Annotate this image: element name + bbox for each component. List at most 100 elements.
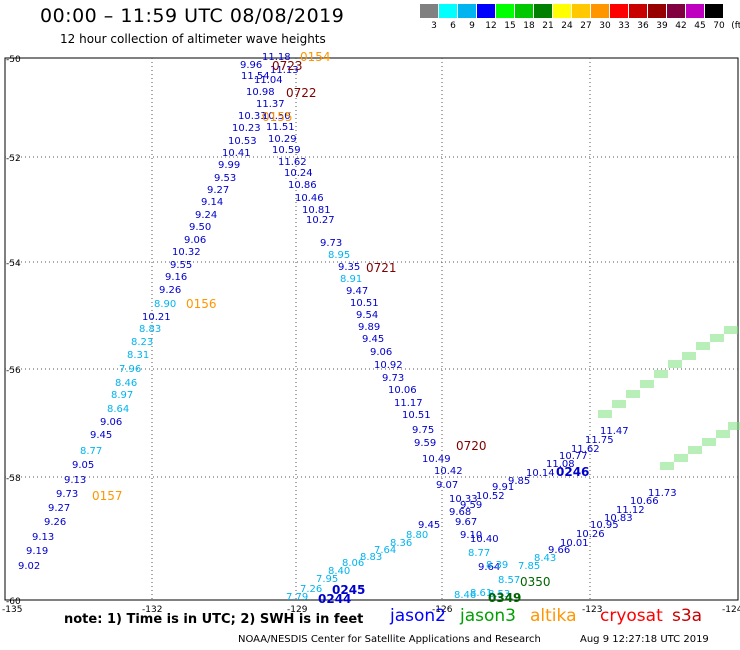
swh-value-label: 11.62 [571,444,600,455]
color-scale-label: (ft) [731,21,740,31]
color-scale-label: 45 [694,21,706,31]
pass-time-label: 0246 [556,465,589,479]
swh-value-label: 10.59 [272,145,301,156]
swh-value-label: 9.91 [492,482,514,493]
color-scale-label: 3 [431,21,437,31]
swh-value-label: 9.73 [56,489,78,500]
swh-value-label: 10.86 [288,180,317,191]
swh-value-label: 10.51 [350,298,379,309]
page-title: 00:00 – 11:59 UTC 08/08/2019 [40,5,345,27]
lon-tick-label: -129 [287,605,308,615]
swh-value-label: 11.18 [262,52,291,63]
color-scale-label: 6 [450,21,456,31]
color-scale-label: 42 [675,21,687,31]
swh-value-label: 9.53 [214,173,236,184]
color-scale-swatch [420,4,438,18]
swh-value-label: 10.01 [560,538,589,549]
swh-value-label: 9.06 [184,235,206,246]
swh-value-label: 8.06 [342,558,364,569]
swh-value-label: 9.64 [478,562,500,573]
credit-text: NOAA/NESDIS Center for Satellite Applica… [238,634,541,645]
swh-value-label: 10.52 [476,491,505,502]
swh-value-label: 8.77 [80,446,102,457]
swh-value-label: 9.99 [218,160,240,171]
swh-value-label: 7.79 [286,592,308,603]
swh-value-label: 10.50 [262,111,291,122]
swh-value-label: 9.06 [370,347,392,358]
swh-value-label: 10.92 [374,360,403,371]
swh-value-label: 10.14 [526,468,555,479]
track-segment-mark [728,422,740,430]
color-scale-label: 39 [656,21,668,31]
swh-value-label: 8.53 [488,589,510,600]
swh-value-label: 9.59 [414,438,436,449]
swh-value-label: 10.41 [222,148,251,159]
swh-value-label: 11.62 [278,157,307,168]
pass-time-label: 0244 [318,592,351,606]
swh-value-label: 8.64 [107,404,129,415]
track-segment-mark [674,454,688,462]
swh-value-label: 8.40 [328,566,350,577]
swh-value-label: 10.33 [238,111,267,122]
track-segment-mark [640,380,654,388]
swh-value-label: 9.13 [32,532,54,543]
swh-value-label: 7.96 [119,364,141,375]
swh-value-label: 11.37 [256,99,285,110]
lon-tick-label: -132 [142,605,162,615]
swh-value-label: 8.95 [328,250,350,261]
color-scale-label: 12 [485,21,497,31]
swh-value-label: 7.95 [316,574,338,585]
lon-tick-label: -126 [432,605,453,615]
swh-value-label: 8.46 [454,590,476,601]
swh-value-label: 8.91 [340,274,362,285]
swh-value-label: 9.14 [201,197,223,208]
swh-value-label: 8.31 [127,350,149,361]
swh-value-label: 9.27 [207,185,229,196]
swh-value-label: 8.46 [115,378,137,389]
swh-value-label: 9.54 [356,310,378,321]
legend-mission-s3a: s3a [672,606,703,626]
swh-value-label: 9.85 [508,476,530,487]
observation-labels: 11.189.96 11.1311.5411.0410.9811.3710.501… [18,50,740,606]
track-segment-mark [598,410,612,418]
swh-value-label: 10.32 [172,247,201,258]
swh-value-label: 11.51 [266,122,295,133]
track-segment-mark [654,370,668,378]
swh-value-label: 9.50 [189,222,211,233]
swh-value-label: 8.61 [470,588,492,599]
color-scale-label: 36 [637,21,649,31]
pass-time-label: 0245 [332,583,365,597]
swh-value-label: 11.04 [254,75,283,86]
track-segment-mark [682,352,696,360]
lat-tick-label: -50 [6,55,21,65]
swh-value-label: 10.21 [142,312,171,323]
swh-value-label: 8.83 [139,324,161,335]
lat-tick-label: -54 [6,259,21,269]
legend-mission-altika: altika [530,606,577,626]
color-scale-swatch [553,4,571,18]
lat-tick-label: -60 [6,597,21,607]
track-segment-mark [702,438,716,446]
swh-value-label: 9.55 [170,260,192,271]
lon-tick-label: -124 [722,605,740,615]
swh-value-label: 10.42 [434,466,463,477]
color-scale-label: 15 [504,21,516,31]
swh-value-label: 10.33 [449,494,478,505]
swh-value-label: 9.45 [90,430,112,441]
swh-value-label: 8.90 [154,299,176,310]
pass-time-label: 0350 [520,575,551,589]
swh-value-label: 9.45 [418,520,440,531]
track-segment-mark [660,462,674,470]
swh-value-label: 9.35 [338,262,360,273]
pass-time-label: 0721 [366,261,397,275]
swh-value-label: 10.95 [590,520,619,531]
color-scale-swatch [591,4,609,18]
pass-time-label: 0723 [272,59,303,73]
track-segment-mark [612,400,626,408]
swh-value-label: 9.26 [159,285,181,296]
swh-value-label: 9.45 [362,334,384,345]
track-segment-mark [696,342,710,350]
swh-value-label: 8.97 [111,390,133,401]
track-segment-mark [668,360,682,368]
swh-value-label: 7.64 [374,545,396,556]
